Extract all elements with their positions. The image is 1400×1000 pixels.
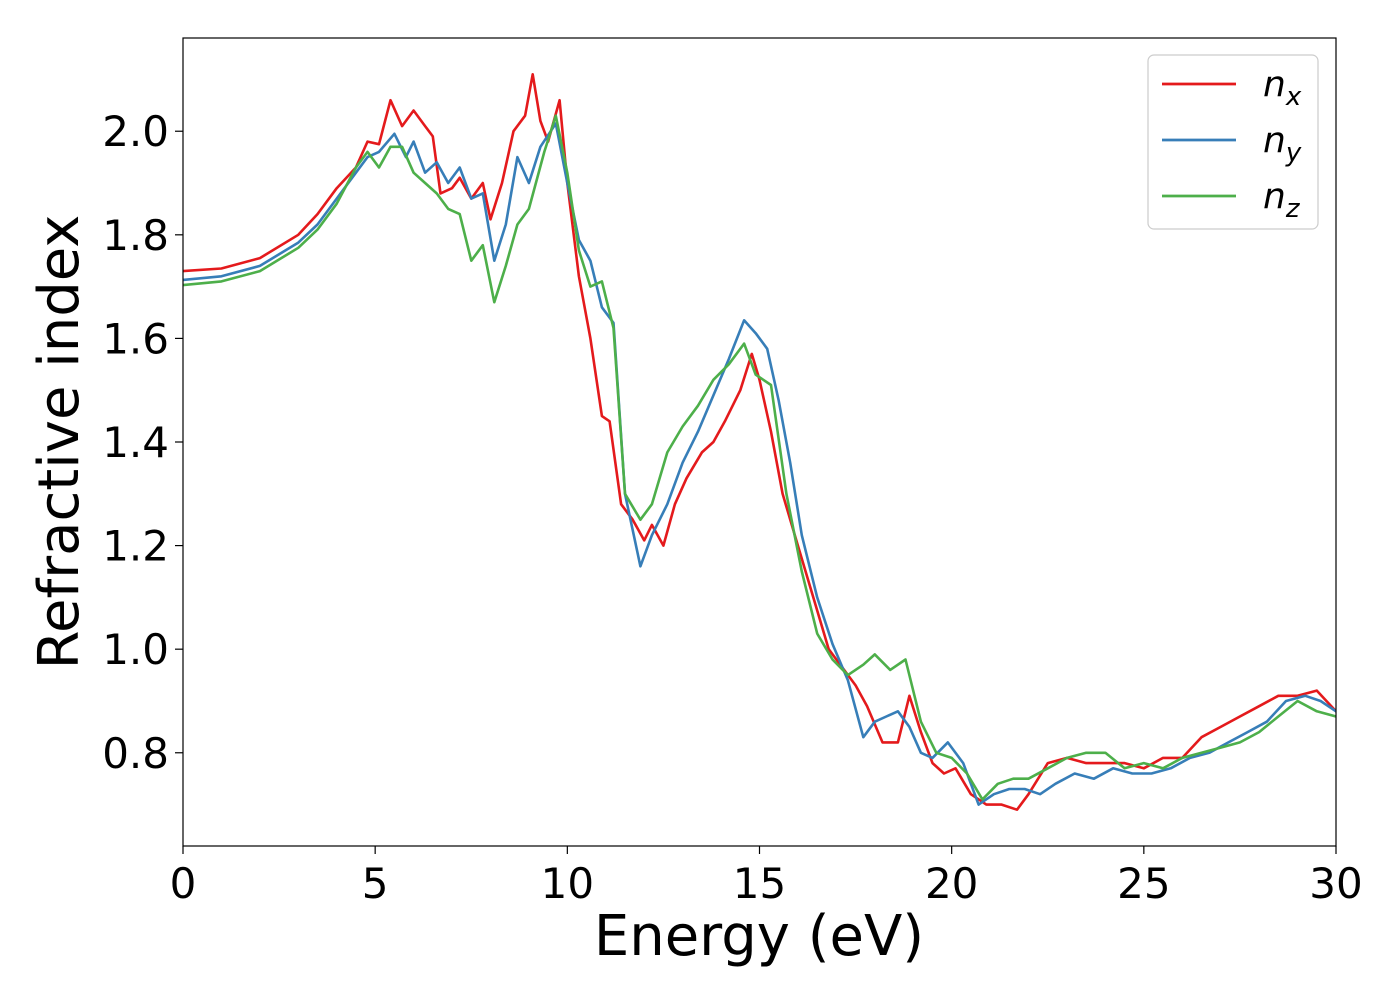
legend-box bbox=[1147, 54, 1319, 230]
x-tick-label: 5 bbox=[362, 859, 389, 908]
legend-label-n-z: nz bbox=[1263, 176, 1301, 224]
x-tick-label: 0 bbox=[170, 859, 197, 908]
legend-label-main: n bbox=[1263, 120, 1286, 161]
x-tick-label: 25 bbox=[1117, 859, 1170, 908]
y-tick-label: 1.0 bbox=[102, 625, 169, 674]
y-tick-label: 1.4 bbox=[102, 418, 169, 467]
y-tick-label: 2.0 bbox=[102, 107, 169, 156]
y-tick-label: 1.2 bbox=[102, 522, 169, 571]
series-layer bbox=[183, 73, 1336, 812]
legend-label-subscript: y bbox=[1285, 138, 1302, 168]
x-axis: 0 5 10 15 20 25 30 bbox=[170, 846, 1363, 908]
series-line-n-x bbox=[183, 73, 1336, 812]
x-tick-label: 20 bbox=[925, 859, 978, 908]
x-tick-label: 15 bbox=[733, 859, 786, 908]
series-line-n-y bbox=[183, 122, 1336, 806]
legend-label-subscript: x bbox=[1285, 82, 1302, 112]
y-tick-label: 0.8 bbox=[102, 729, 169, 778]
x-tick-label: 10 bbox=[541, 859, 594, 908]
y-axis: 0.8 1.0 1.2 1.4 1.6 1.8 2.0 bbox=[102, 107, 183, 778]
y-tick-label: 1.6 bbox=[102, 314, 169, 363]
legend-label-subscript: z bbox=[1285, 194, 1301, 224]
legend-label-n-x: nx bbox=[1263, 64, 1302, 112]
y-axis-label: Refractive index bbox=[27, 215, 92, 670]
y-tick-label: 1.8 bbox=[102, 211, 169, 260]
legend-label-main: n bbox=[1263, 176, 1286, 217]
series-line-n-z bbox=[183, 114, 1336, 801]
x-axis-label: Energy (eV) bbox=[594, 904, 924, 969]
legend-label-main: n bbox=[1263, 64, 1286, 105]
legend-label-n-y: ny bbox=[1263, 120, 1302, 168]
x-tick-label: 30 bbox=[1309, 859, 1362, 908]
